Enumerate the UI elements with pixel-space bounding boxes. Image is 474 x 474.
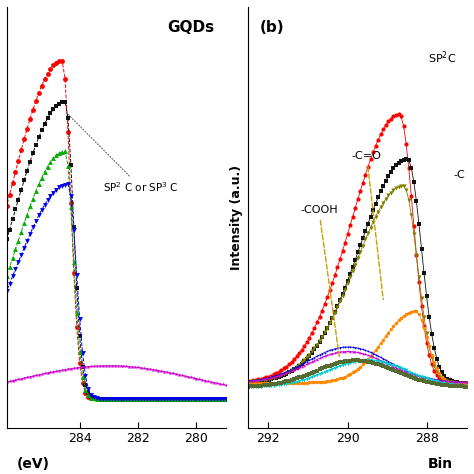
Text: -C=O: -C=O xyxy=(352,151,383,300)
Text: -COOH: -COOH xyxy=(300,205,339,358)
Text: GQDs: GQDs xyxy=(168,19,215,35)
Y-axis label: Intensity (a.u.): Intensity (a.u.) xyxy=(230,164,243,270)
Text: (eV): (eV) xyxy=(17,457,50,471)
Text: SP$^2$ C or SP$^3$ C: SP$^2$ C or SP$^3$ C xyxy=(66,112,179,194)
Text: SP$^2$C: SP$^2$C xyxy=(428,49,456,65)
Text: Bin: Bin xyxy=(428,457,453,471)
Text: (b): (b) xyxy=(259,19,284,35)
Text: -C: -C xyxy=(453,170,465,180)
